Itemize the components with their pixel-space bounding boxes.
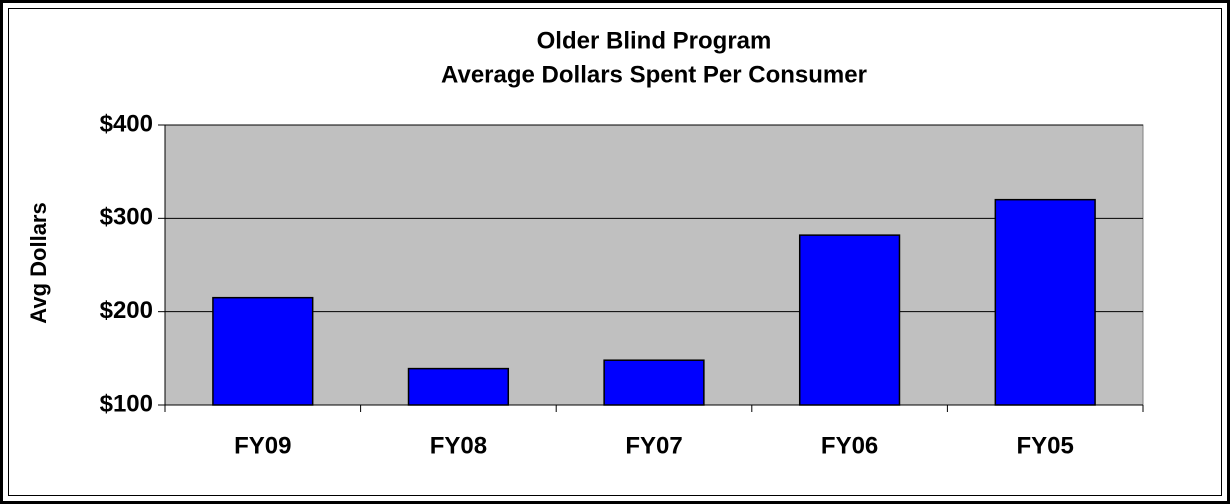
bar	[994, 198, 1096, 406]
bar	[603, 359, 705, 406]
bar	[798, 234, 901, 406]
chart-subtitle: Average Dollars Spent Per Consumer	[441, 61, 867, 88]
plot-area	[164, 124, 1144, 406]
y-tick-label: $400	[100, 110, 153, 137]
x-tick-label: FY05	[1017, 432, 1074, 459]
y-tick-label: $100	[100, 390, 153, 417]
x-tick-label: FY09	[234, 432, 291, 459]
x-tick-label: FY07	[625, 432, 682, 459]
x-tick-label: FY08	[430, 432, 487, 459]
bar	[212, 296, 314, 406]
y-axis-label: Avg Dollars	[26, 202, 51, 323]
bar	[407, 367, 510, 406]
y-tick-label: $200	[100, 297, 153, 324]
x-tick-label: FY06	[821, 432, 878, 459]
chart-title: Older Blind Program	[537, 27, 772, 54]
y-tick-label: $300	[100, 204, 153, 231]
inner-frame	[8, 8, 1222, 496]
